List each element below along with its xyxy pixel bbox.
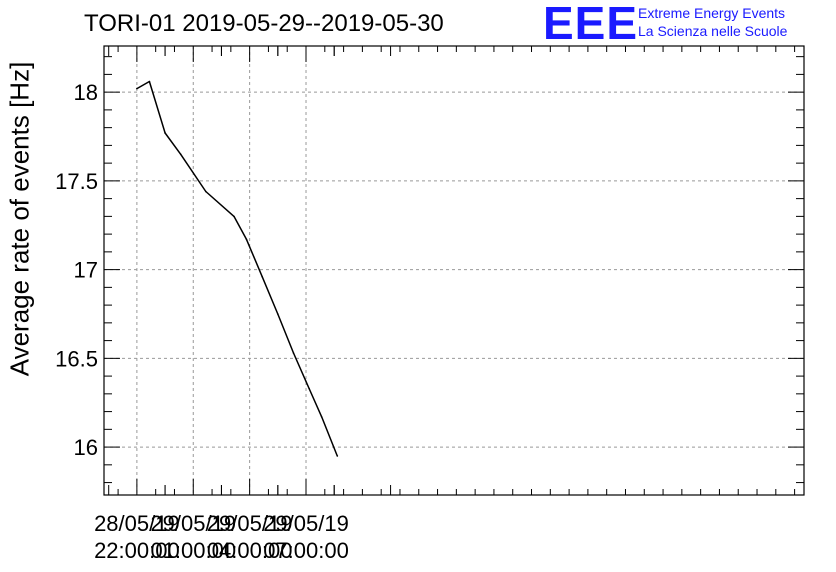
data-point: [277, 313, 279, 315]
x-tick-label-date: 29/05/19: [207, 511, 293, 536]
data-point: [245, 238, 248, 241]
data-point: [164, 132, 166, 134]
logo-caption-line1: Extreme Energy Events: [638, 5, 786, 21]
data-point: [336, 455, 339, 457]
data-point: [320, 416, 323, 418]
x-tick-label-time: 22:00:00: [94, 538, 180, 563]
data-point: [136, 87, 138, 90]
logo-caption: Extreme Energy Events La Scienza nelle S…: [638, 4, 787, 40]
chart-title: TORI-01 2019-05-29--2019-05-30: [84, 10, 444, 37]
y-tick-label: 16.5: [55, 346, 98, 371]
x-tick-label-time: 01:00:00: [150, 538, 236, 563]
x-tick-label-date: 28/05/19: [94, 511, 180, 536]
eee-logo: EEE: [543, 0, 639, 49]
plot-frame: [103, 45, 805, 496]
data-point: [179, 153, 182, 156]
x-tick-label-date: 29/05/19: [150, 511, 236, 536]
y-tick-label: 16: [74, 435, 98, 460]
y-tick-label: 17.5: [55, 169, 98, 194]
y-tick-label: 18: [74, 80, 98, 105]
y-tick-label: 17: [74, 258, 98, 283]
x-tick-label-time: 07:00:00: [263, 538, 349, 563]
x-tick-label-date: 29/05/19: [263, 511, 349, 536]
data-point: [233, 215, 235, 218]
x-tick-label-time: 04:00:00: [207, 538, 293, 563]
data-point: [308, 387, 310, 390]
data-point: [261, 275, 263, 278]
series-line: [136, 80, 338, 457]
data-point: [204, 190, 207, 193]
data-point: [292, 352, 295, 354]
logo-caption-line2: La Scienza nelle Scuole: [638, 23, 788, 39]
data-point: [148, 80, 151, 83]
